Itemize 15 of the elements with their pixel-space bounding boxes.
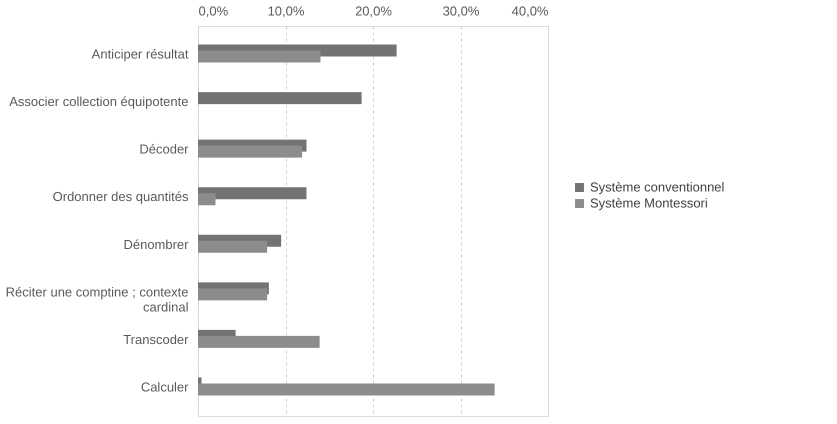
y-tick-label: Transcoder — [123, 332, 190, 347]
y-tick-label: Calculer — [140, 379, 190, 394]
y-tick-label: Associer collection équipotente — [9, 94, 188, 110]
y-tick-label: Décoder — [139, 142, 190, 157]
y-tick-label: Réciter une comptine ; contexte cardinal — [6, 284, 189, 314]
y-tick-label: Anticiper résultat — [92, 46, 189, 62]
x-tick-label: 0,0% — [198, 4, 229, 18]
legend-label: Système Montessori — [590, 196, 708, 210]
y-tick-label: Dénombrer — [123, 236, 190, 252]
x-tick-label: 30,0% — [442, 4, 480, 18]
x-tick-label: 40,0% — [512, 4, 549, 18]
y-tick-label: Ordonner des quantités — [52, 189, 189, 204]
x-tick-label: 10,0% — [268, 4, 305, 18]
x-tick-label: 20,0% — [355, 4, 392, 18]
legend-label: Système conventionnel — [590, 180, 725, 194]
